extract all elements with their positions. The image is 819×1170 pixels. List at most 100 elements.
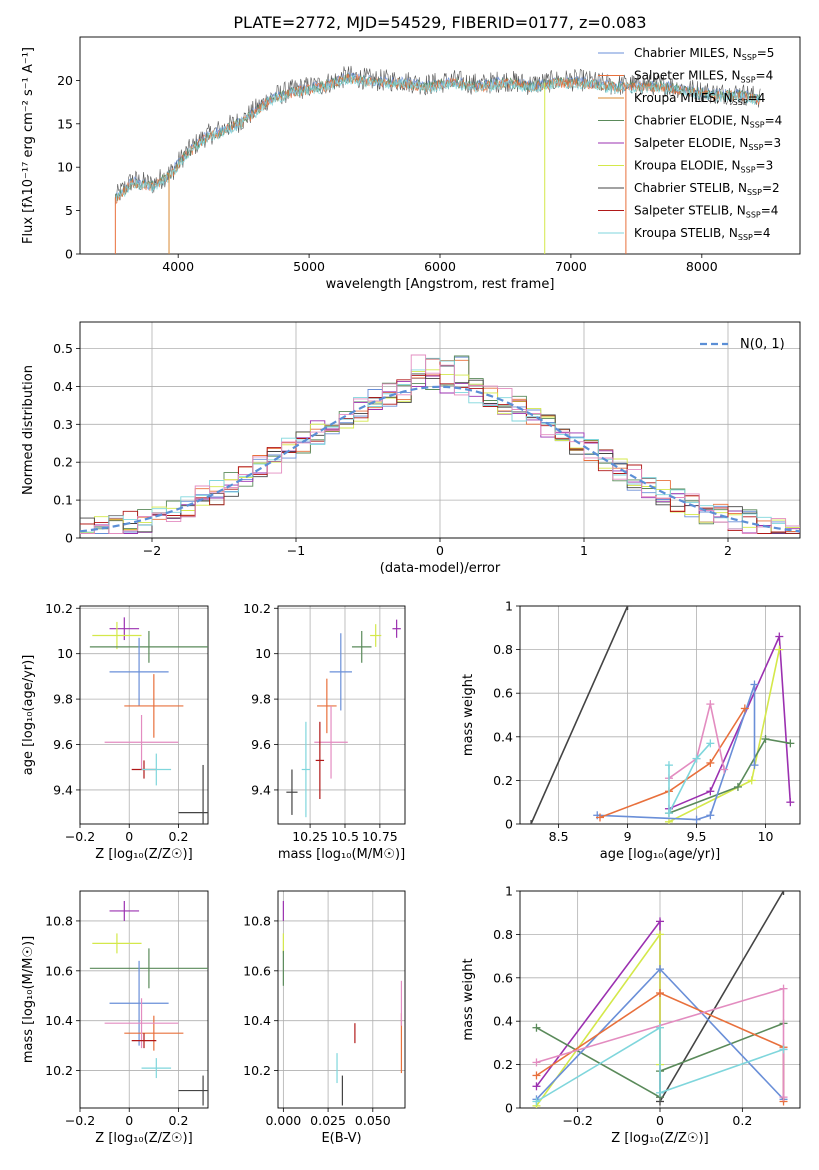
y-tick-label: 15 [57,116,73,131]
y-tick-label: 20 [57,73,73,88]
y-tick-label: 10.2 [45,601,73,616]
y-tick-label: 0.6 [493,970,513,985]
x-tick-label: 8.5 [549,829,569,844]
x-tick-label: 10.25 [292,829,328,844]
x-tick-label: 8000 [686,259,718,274]
y-axis-label: Flux [fλ10⁻¹⁷ erg cm⁻² s⁻¹ A⁻¹] [21,47,36,244]
y-tick-label: 9.4 [53,782,73,797]
legend-entry: Salpeter STELIB, NSSP=4 [634,204,778,220]
weight-series-6 [668,703,725,779]
x-tick-label: −2 [143,543,161,558]
y-tick-label: 0.2 [493,1057,513,1072]
legend-entry: Kroupa ELODIE, NSSP=3 [634,159,773,175]
x-tick-label: 0.025 [310,1113,346,1128]
y-tick-label: 10 [57,160,73,175]
y-axis-label: age [log₁₀(age/yr)] [21,655,36,776]
histogram-traces [80,354,800,534]
x-tick-label: 0.2 [169,829,189,844]
x-tick-label: 0.2 [732,1113,752,1128]
y-tick-label: 9.4 [251,782,271,797]
axes-frame [79,36,801,255]
x-tick-label: 0 [436,543,444,558]
y-tick-label: 10 [255,646,271,661]
y-tick-label: 10.2 [243,1063,271,1078]
y-tick-label: 0.2 [53,455,73,470]
y-tick-label: 0.4 [493,1014,513,1029]
x-tick-label: 6000 [424,259,456,274]
x-tick-label: −0.2 [562,1113,592,1128]
chart-mass-vs-ebv: 0.000 0.025 0.050 10.2 10.4 10.6 10.8 E(B-V) [243,890,406,1146]
legend-entry: Chabrier MILES, NSSP=5 [634,46,774,62]
x-tick-label: 9.5 [687,829,707,844]
x-tick-label: 4000 [162,259,194,274]
legend-entry: Chabrier STELIB, NSSP=2 [634,181,780,197]
x-tick-label: 10.75 [362,829,398,844]
y-tick-label: 10.6 [45,963,73,978]
x-tick-label: 1 [580,543,588,558]
chart-weights-vs-age: 8.5 9 9.5 10 0 0.2 0.4 0.6 0.8 1 age [log₁₀(age/yr… [461,599,801,862]
y-tick-label: 0.4 [53,379,73,394]
x-axis-label: mass [log₁₀(M/M☉)] [278,847,405,862]
normal-curve [80,385,800,533]
spectrum-line-1 [114,73,761,204]
weight-series-1 [535,918,661,1098]
errorbar-points [286,619,401,818]
y-tick-label: 0.1 [53,493,73,508]
axes-frame [277,890,406,1109]
x-axis-label: age [log₁₀(age/yr)] [600,847,721,862]
axes-frame [79,890,209,1109]
x-axis-label: wavelength [Angstrom, rest frame] [326,277,555,292]
chart-age-vs-Z: −0.2 0 0.2 9.4 9.6 9.8 10 10.2 Z [log₁₀(Z/Z☉)] ag… [21,601,209,862]
x-axis-label: Z [log₁₀(Z/Z☉)] [95,1131,192,1146]
x-tick-label: 0.050 [355,1113,391,1128]
y-tick-label: 1 [505,884,513,899]
axes-frame [79,321,801,539]
x-tick-label: 7000 [555,259,587,274]
legend-entry: Salpeter ELODIE, NSSP=3 [634,136,781,152]
y-tick-label: 9.6 [53,737,73,752]
y-tick-label: 0 [505,817,513,832]
spectrum-traces [114,65,761,254]
y-tick-label: 0 [65,247,73,262]
axes-frame [519,890,801,1109]
x-tick-label: −1 [287,543,305,558]
x-tick-label: 5000 [293,259,325,274]
axes-frame [277,605,406,825]
x-tick-label: 0.000 [265,1113,301,1128]
y-tick-label: 0.5 [53,341,73,356]
legend-entry: Chabrier ELODIE, NSSP=4 [634,114,782,130]
y-tick-label: 9.8 [251,692,271,707]
x-tick-label: 2 [724,543,732,558]
weight-series-3 [668,738,791,814]
chart-residuals: −2 −1 0 1 2 0 0.1 0.2 0.3 0.4 0.5 (data-model)/erro… [21,321,801,576]
histogram-series-7 [80,357,800,533]
chart-mass-vs-Z: −0.2 0 0.2 10.2 10.4 10.6 10.8 Z [log₁₀(Z/Z☉)] m… [21,890,209,1146]
weight-series-0 [530,606,629,824]
x-tick-label: 0 [125,829,133,844]
weight-series-7 [668,742,711,814]
y-axis-label: mass weight [461,958,476,1040]
x-axis-label: Z [log₁₀(Z/Z☉)] [611,1131,708,1146]
errorbar-points [89,900,208,1106]
y-tick-label: 0 [505,1101,513,1116]
x-tick-label: 0.2 [169,1113,189,1128]
y-tick-label: 10.2 [45,1063,73,1078]
axes-frame [519,605,801,825]
weight-series-7 [536,1026,784,1103]
y-tick-label: 5 [65,203,73,218]
chart-spectrum: 4000 5000 6000 7000 8000 0 5 10 15 20 wavelength [… [21,36,801,292]
x-tick-label: 10 [758,829,774,844]
x-tick-label: −0.2 [65,1113,95,1128]
y-tick-label: 10 [57,646,73,661]
x-axis-label: E(B-V) [321,1131,361,1146]
y-tick-label: 9.6 [251,737,271,752]
weight-lines [527,606,795,824]
y-axis-label: mass weight [461,674,476,756]
x-tick-label: −0.2 [65,829,95,844]
x-tick-label: 0 [125,1113,133,1128]
y-tick-label: 10.2 [243,601,271,616]
legend-entry: Kroupa MILES, NSSP=4 [634,91,765,107]
x-tick-label: 0 [656,1113,664,1128]
x-axis-label: Z [log₁₀(Z/Z☉)] [95,847,192,862]
